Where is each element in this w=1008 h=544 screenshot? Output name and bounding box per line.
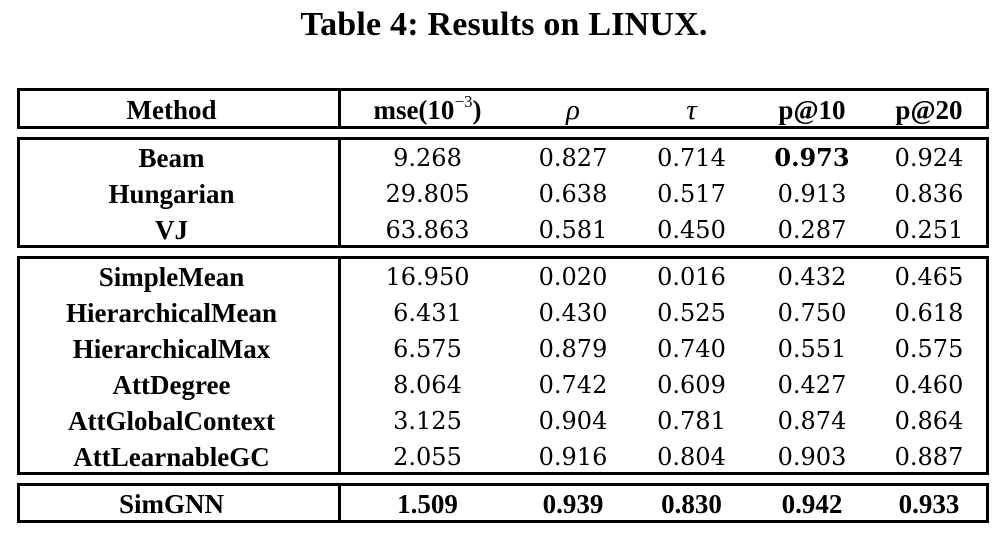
- header-p10: p@10: [778, 95, 846, 125]
- table-row: SimpleMean 16.950 0.020 0.016 0.432 0.46…: [20, 259, 986, 295]
- table-row: AttDegree 8.064 0.742 0.609 0.427 0.460: [20, 367, 986, 403]
- p10-cell: 0.913: [777, 180, 847, 208]
- table-row: Beam 9.268 0.827 0.714 0.973 0.924: [20, 140, 986, 176]
- table-caption: Table 4: Results on LINUX.: [300, 6, 708, 43]
- table-row: Hungarian 29.805 0.638 0.517 0.913 0.836: [20, 176, 986, 212]
- tau-cell: 0.609: [657, 371, 726, 399]
- table-row: HierarchicalMax 6.575 0.879 0.740 0.551 …: [20, 331, 986, 367]
- table-group-variants: SimpleMean 16.950 0.020 0.016 0.432 0.46…: [17, 256, 989, 475]
- method-cell: AttLearnableGC: [73, 442, 270, 472]
- rho-cell: 0.939: [542, 489, 604, 519]
- p20-cell: 0.864: [894, 407, 964, 435]
- header-mse-base: mse(10: [373, 95, 455, 125]
- mse-cell: 8.064: [393, 371, 462, 399]
- header-row: Method mse(10−3) ρ τ p@10 p@20: [20, 92, 986, 128]
- mse-cell: 1.509: [397, 489, 458, 519]
- table-group-simgnn: SimGNN 1.509 0.939 0.830 0.942 0.933: [17, 483, 989, 523]
- mse-cell: 16.950: [385, 263, 470, 291]
- tau-cell: 0.781: [657, 407, 726, 435]
- method-cell: Hungarian: [108, 179, 235, 209]
- header-mse-exponent: −3: [454, 92, 473, 111]
- table-row: AttLearnableGC 2.055 0.916 0.804 0.903 0…: [20, 439, 986, 475]
- rho-cell: 0.430: [538, 299, 608, 327]
- column-divider: [338, 486, 341, 520]
- rho-cell: 0.020: [538, 263, 608, 291]
- p10-cell: 0.432: [777, 263, 847, 291]
- p20-cell: 0.887: [894, 443, 964, 471]
- tau-cell: 0.450: [657, 216, 726, 244]
- table-row: HierarchicalMean 6.431 0.430 0.525 0.750…: [20, 295, 986, 331]
- table-group-baselines: Beam 9.268 0.827 0.714 0.973 0.924 Hunga…: [17, 137, 989, 248]
- tau-cell: 0.016: [657, 263, 726, 291]
- p20-cell: 0.465: [894, 263, 964, 291]
- mse-cell: 6.575: [393, 335, 462, 363]
- rho-cell: 0.916: [538, 443, 608, 471]
- header-p20: p@20: [895, 95, 963, 125]
- tau-cell: 0.804: [657, 443, 726, 471]
- column-divider: [338, 91, 341, 126]
- p10-cell: 0.874: [777, 407, 847, 435]
- p10-cell: 0.287: [777, 216, 847, 244]
- column-divider: [338, 259, 341, 472]
- p10-cell: 0.903: [777, 443, 847, 471]
- method-cell: HierarchicalMean: [66, 298, 277, 328]
- header-mse-close: ): [472, 95, 482, 125]
- p20-cell: 0.933: [898, 489, 960, 519]
- header-method: Method: [126, 95, 217, 125]
- p20-cell: 0.618: [894, 299, 964, 327]
- method-cell: SimpleMean: [98, 262, 245, 292]
- header-tau: τ: [686, 94, 697, 126]
- table-row: VJ 63.863 0.581 0.450 0.287 0.251: [20, 212, 986, 248]
- tau-cell: 0.517: [657, 180, 726, 208]
- p20-cell: 0.575: [894, 335, 964, 363]
- table-header: Method mse(10−3) ρ τ p@10 p@20: [17, 88, 989, 129]
- p20-cell: 0.924: [894, 144, 964, 172]
- method-cell: AttDegree: [112, 370, 231, 400]
- method-cell: Beam: [138, 143, 205, 173]
- header-rho: ρ: [566, 94, 580, 126]
- mse-cell: 63.863: [385, 216, 470, 244]
- p20-cell: 0.251: [894, 216, 964, 244]
- mse-cell: 6.431: [393, 299, 462, 327]
- mse-cell: 29.805: [385, 180, 470, 208]
- p20-cell: 0.836: [894, 180, 964, 208]
- mse-cell: 2.055: [393, 443, 462, 471]
- tau-cell: 0.740: [657, 335, 726, 363]
- rho-cell: 0.904: [538, 407, 608, 435]
- tau-cell: 0.525: [657, 299, 726, 327]
- method-cell: SimGNN: [118, 489, 224, 519]
- mse-cell: 9.268: [393, 144, 462, 172]
- tau-cell: 0.714: [657, 144, 726, 172]
- p10-cell: 0.973: [774, 143, 850, 172]
- rho-cell: 0.827: [538, 144, 608, 172]
- rho-cell: 0.742: [538, 371, 608, 399]
- method-cell: AttGlobalContext: [68, 406, 275, 436]
- rho-cell: 0.638: [538, 180, 608, 208]
- table-row: AttGlobalContext 3.125 0.904 0.781 0.874…: [20, 403, 986, 439]
- p10-cell: 0.551: [777, 335, 847, 363]
- mse-cell: 3.125: [393, 407, 462, 435]
- p10-cell: 0.750: [777, 299, 847, 327]
- header-mse: mse(10−3): [340, 92, 515, 128]
- p20-cell: 0.460: [894, 371, 964, 399]
- rho-cell: 0.581: [538, 216, 608, 244]
- method-cell: HierarchicalMax: [72, 334, 271, 364]
- table-row: SimGNN 1.509 0.939 0.830 0.942 0.933: [20, 486, 986, 522]
- method-cell: VJ: [155, 215, 188, 245]
- column-divider: [338, 140, 341, 245]
- p10-cell: 0.942: [781, 489, 843, 519]
- tau-cell: 0.830: [661, 489, 722, 519]
- p10-cell: 0.427: [777, 371, 847, 399]
- rho-cell: 0.879: [538, 335, 608, 363]
